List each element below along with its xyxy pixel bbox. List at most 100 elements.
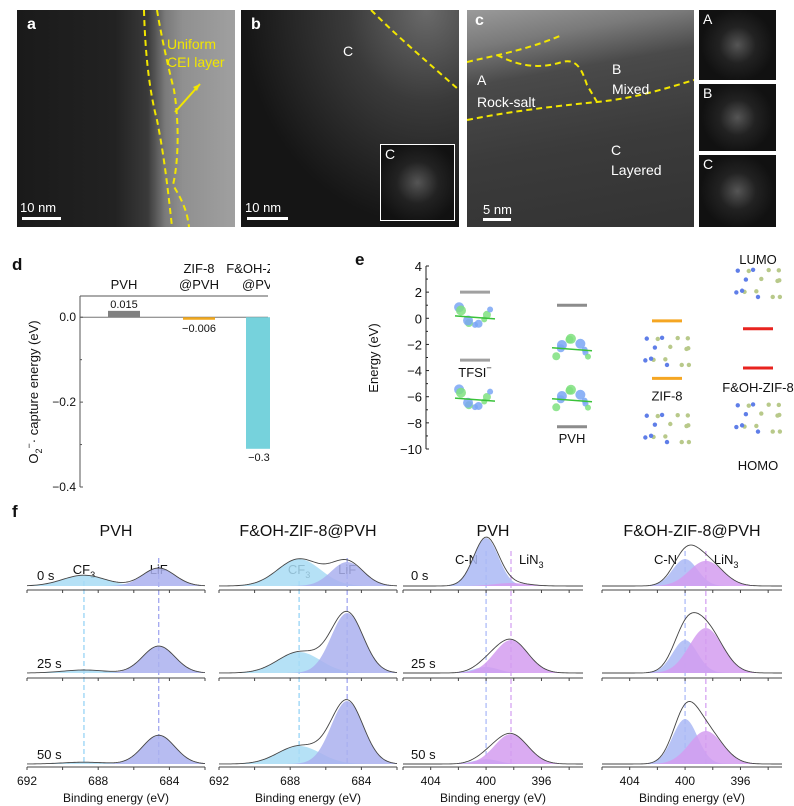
atom bbox=[770, 429, 775, 434]
atom bbox=[776, 402, 782, 408]
fft-c: C bbox=[699, 155, 776, 227]
y-tick-label: −0.2 bbox=[52, 395, 76, 409]
peak-area-LiN3 bbox=[602, 560, 782, 586]
zif8-lumo-structure bbox=[643, 335, 692, 368]
atom bbox=[659, 412, 665, 418]
atom bbox=[686, 362, 692, 368]
y-tick-label: 4 bbox=[415, 259, 422, 274]
x-axis-label: Binding energy (eV) bbox=[639, 791, 745, 805]
atom bbox=[746, 403, 751, 408]
bond bbox=[454, 397, 496, 402]
y-tick-label: 2 bbox=[415, 285, 422, 300]
x-axis-label: Binding energy (eV) bbox=[63, 791, 169, 805]
atom bbox=[777, 429, 783, 434]
x-tick-label: 688 bbox=[280, 774, 300, 788]
orbital-lobe bbox=[455, 387, 466, 398]
peak-area-LiF bbox=[219, 701, 397, 764]
y-axis-label-sub: 2 bbox=[34, 448, 44, 453]
value-label-0: 0.015 bbox=[110, 299, 138, 311]
fit-envelope bbox=[403, 732, 584, 765]
region-b-id: B bbox=[612, 61, 622, 77]
chart-e: 4 2 0 −2 −4 −6 −8 −10 Energy (eV) TFSI− PVH ZIF-8 F&… bbox=[366, 252, 794, 473]
atom bbox=[648, 356, 654, 361]
bond bbox=[551, 347, 593, 352]
lumo-orbital-0 bbox=[454, 302, 496, 328]
panel-letter-a: a bbox=[27, 16, 36, 33]
y-tick-label: −8 bbox=[407, 416, 422, 431]
phase-boundaries bbox=[467, 34, 694, 121]
region-label-c: C bbox=[343, 43, 354, 59]
atom bbox=[685, 336, 691, 341]
chart-d: 0.0−0.2−0.40.015PVH−0.006ZIF-8@PVH−0.31F… bbox=[24, 261, 270, 494]
atom bbox=[735, 268, 740, 273]
atom bbox=[679, 362, 684, 368]
fit-envelope bbox=[26, 567, 206, 587]
atom bbox=[686, 439, 692, 445]
peak-area-LiF bbox=[27, 568, 205, 586]
peak-area-LiN3 bbox=[602, 731, 782, 764]
y-tick-label: 0.0 bbox=[59, 310, 76, 324]
row-label: 0 s bbox=[37, 568, 55, 583]
bond bbox=[551, 398, 593, 403]
x-tick-label: 396 bbox=[531, 774, 551, 788]
series-label-0-sup: − bbox=[486, 363, 491, 373]
peak-label-C-N: C-N bbox=[654, 552, 677, 567]
peak-area-CF3 bbox=[27, 575, 205, 586]
atom bbox=[655, 413, 660, 419]
x-tick-label: 688 bbox=[88, 774, 108, 788]
region-c-name: Layered bbox=[611, 162, 662, 178]
fit-envelope bbox=[26, 734, 206, 765]
panel-letter-e: e bbox=[355, 250, 365, 269]
orbital-lobe bbox=[552, 403, 561, 412]
x-axis-label: Binding energy (eV) bbox=[255, 791, 361, 805]
atom bbox=[684, 346, 689, 352]
orbital-lobe bbox=[584, 353, 591, 360]
orbital-lobe bbox=[575, 338, 586, 349]
orbital-lobe bbox=[565, 384, 576, 395]
x-tick-label: 400 bbox=[675, 774, 695, 788]
x-tick-label: 404 bbox=[620, 774, 640, 788]
x-tick-label: 404 bbox=[421, 774, 441, 788]
atom bbox=[750, 267, 756, 272]
x-tick-label: 692 bbox=[17, 774, 37, 788]
peak-label-LiN3-sub: 3 bbox=[733, 560, 738, 570]
orbital-lobe bbox=[455, 305, 466, 316]
orbital-lobe bbox=[463, 397, 474, 408]
scale-bar bbox=[247, 217, 288, 220]
peak-label-LiN3-sub: 3 bbox=[539, 560, 544, 570]
region-b-name: Mixed bbox=[612, 81, 650, 97]
orbital-lobe bbox=[487, 388, 494, 395]
atom bbox=[644, 336, 649, 341]
grain-boundary bbox=[370, 10, 459, 91]
orbital-lobe bbox=[463, 315, 474, 326]
subplot-title-2: PVH bbox=[477, 523, 510, 540]
y-tick-label: 0 bbox=[415, 311, 422, 326]
y-tick-label: −0.4 bbox=[52, 480, 76, 494]
tem-image-b: b C C 10 nm bbox=[241, 10, 459, 227]
atom bbox=[668, 421, 673, 427]
scale-bar-label: 10 nm bbox=[245, 200, 282, 215]
fft-label-a: A bbox=[703, 11, 713, 27]
atom bbox=[766, 267, 771, 273]
category-label-1: @PVH bbox=[179, 277, 219, 292]
y-tick-label: −6 bbox=[407, 390, 422, 405]
atom bbox=[755, 429, 761, 434]
atom bbox=[652, 422, 658, 427]
homo-orbital-0 bbox=[454, 384, 496, 411]
bond bbox=[454, 315, 496, 320]
y-axis-label: Energy (eV) bbox=[366, 323, 381, 392]
peak-label-LiN3: LiN3 bbox=[714, 552, 739, 570]
region-c-id: C bbox=[611, 142, 622, 158]
atom bbox=[739, 288, 745, 293]
scale-bar-label: 5 nm bbox=[483, 202, 512, 217]
orbital-lobe bbox=[474, 319, 483, 328]
atom bbox=[777, 294, 783, 300]
series-label-0: TFSI− bbox=[458, 363, 491, 380]
category-label-2: @PVH bbox=[242, 277, 270, 292]
row-label: 50 s bbox=[411, 747, 436, 762]
atom bbox=[675, 412, 680, 418]
atom bbox=[755, 294, 761, 300]
peak-label-C-N-main: C-N bbox=[654, 552, 677, 567]
category-label-1: ZIF-8 bbox=[183, 261, 214, 276]
atom bbox=[734, 424, 739, 430]
